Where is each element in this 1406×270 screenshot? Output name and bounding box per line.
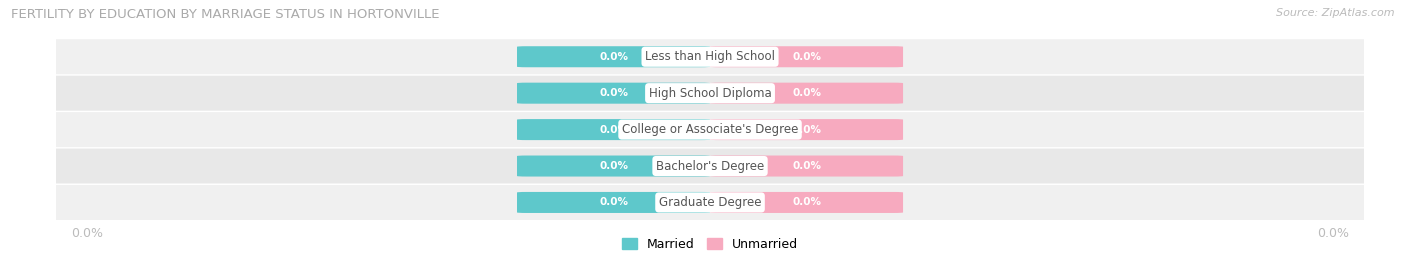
FancyBboxPatch shape bbox=[710, 156, 903, 177]
FancyBboxPatch shape bbox=[44, 148, 1376, 184]
Text: Graduate Degree: Graduate Degree bbox=[659, 196, 761, 209]
Text: Source: ZipAtlas.com: Source: ZipAtlas.com bbox=[1277, 8, 1395, 18]
Legend: Married, Unmarried: Married, Unmarried bbox=[617, 232, 803, 255]
Text: 0.0%: 0.0% bbox=[599, 197, 628, 207]
FancyBboxPatch shape bbox=[710, 119, 903, 140]
Text: High School Diploma: High School Diploma bbox=[648, 87, 772, 100]
Text: Less than High School: Less than High School bbox=[645, 50, 775, 63]
FancyBboxPatch shape bbox=[710, 83, 903, 104]
Text: College or Associate's Degree: College or Associate's Degree bbox=[621, 123, 799, 136]
FancyBboxPatch shape bbox=[44, 185, 1376, 220]
FancyBboxPatch shape bbox=[517, 46, 710, 67]
Text: 0.0%: 0.0% bbox=[792, 161, 821, 171]
Text: 0.0%: 0.0% bbox=[599, 124, 628, 135]
FancyBboxPatch shape bbox=[517, 192, 710, 213]
Text: Bachelor's Degree: Bachelor's Degree bbox=[657, 160, 763, 173]
Text: 0.0%: 0.0% bbox=[792, 197, 821, 207]
FancyBboxPatch shape bbox=[44, 112, 1376, 147]
FancyBboxPatch shape bbox=[710, 46, 903, 67]
Text: 0.0%: 0.0% bbox=[792, 52, 821, 62]
FancyBboxPatch shape bbox=[44, 76, 1376, 111]
FancyBboxPatch shape bbox=[517, 83, 710, 104]
FancyBboxPatch shape bbox=[710, 192, 903, 213]
Text: 0.0%: 0.0% bbox=[599, 52, 628, 62]
Text: 0.0%: 0.0% bbox=[599, 88, 628, 98]
FancyBboxPatch shape bbox=[44, 39, 1376, 74]
Text: 0.0%: 0.0% bbox=[792, 124, 821, 135]
Text: 0.0%: 0.0% bbox=[792, 88, 821, 98]
Text: FERTILITY BY EDUCATION BY MARRIAGE STATUS IN HORTONVILLE: FERTILITY BY EDUCATION BY MARRIAGE STATU… bbox=[11, 8, 440, 21]
Text: 0.0%: 0.0% bbox=[599, 161, 628, 171]
FancyBboxPatch shape bbox=[517, 156, 710, 177]
FancyBboxPatch shape bbox=[517, 119, 710, 140]
